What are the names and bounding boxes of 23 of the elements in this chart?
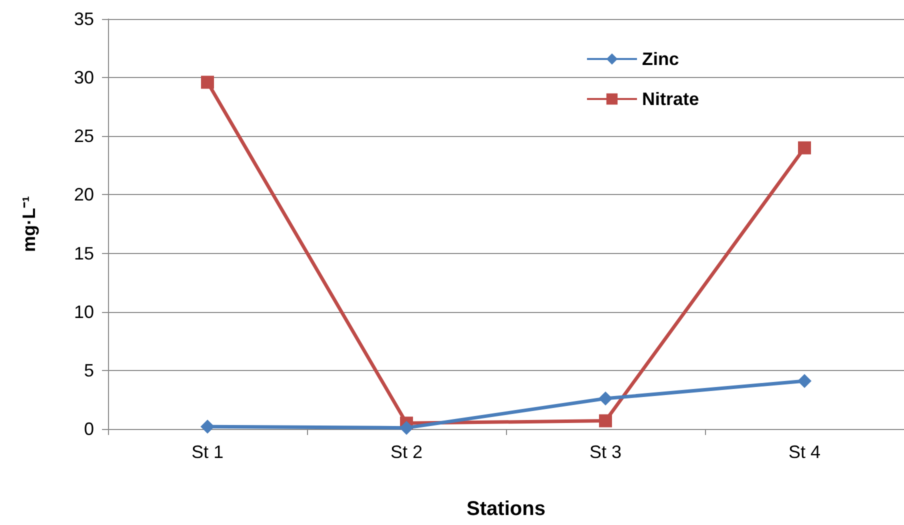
x-tick-label: St 1 [191,442,224,462]
y-tick-label: 15 [74,243,94,264]
y-tick-label: 25 [74,126,94,146]
y-axis-title: mg·L⁻¹ [19,196,39,252]
y-tick-label: 35 [74,9,94,29]
point [598,392,612,406]
x-tick-label: St 3 [589,442,622,462]
y-tick-label: 20 [74,184,94,205]
legend-label: Nitrate [642,89,699,109]
y-tick-label: 30 [74,68,94,88]
x-tick-label: St 4 [788,442,821,462]
y-tick-label: 0 [84,419,94,439]
point [400,420,414,435]
y-tick-label: 5 [84,360,94,380]
x-tick-label: St 2 [390,442,423,462]
point [201,76,214,89]
point [599,414,612,428]
point [798,374,812,388]
x-axis-title: Stations [466,498,546,520]
point [200,420,214,434]
legend-label: Zinc [642,49,679,69]
point [798,141,811,154]
y-tick-label: 10 [74,302,94,322]
